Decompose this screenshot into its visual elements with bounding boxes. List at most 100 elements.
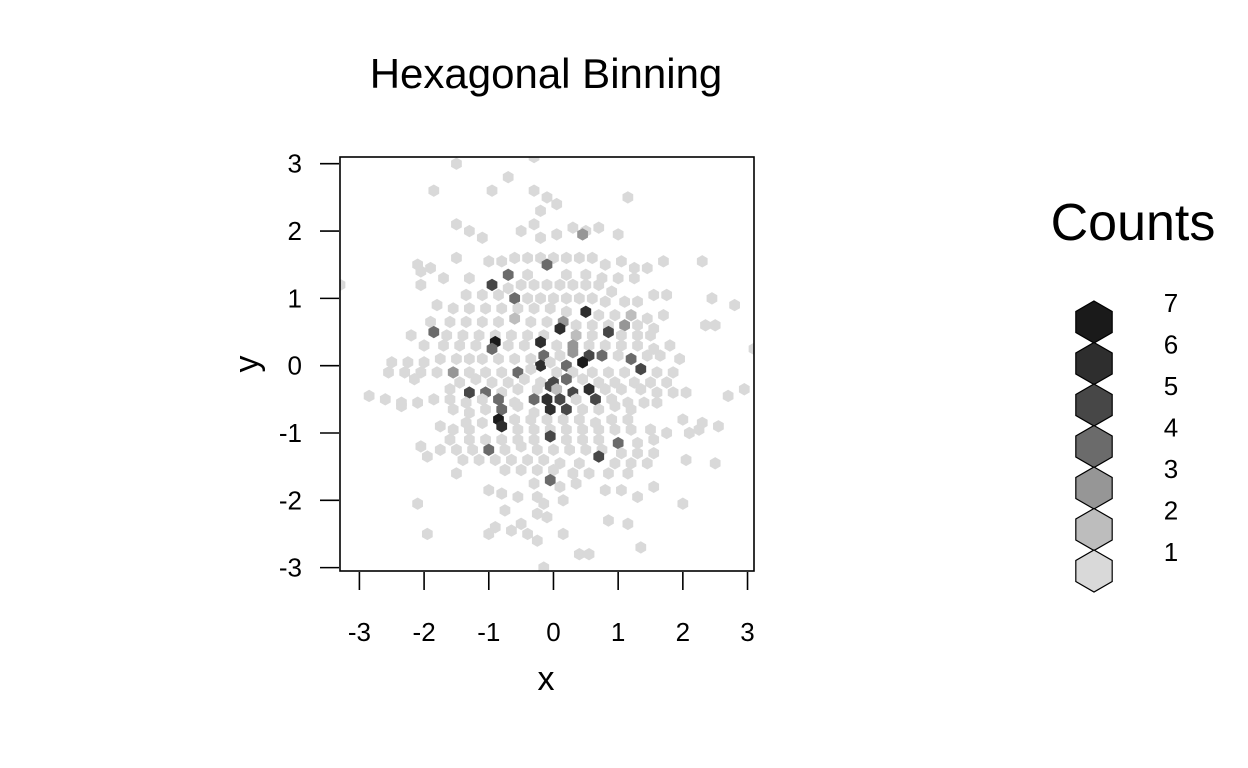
y-axis-title: y bbox=[228, 356, 266, 373]
hex-bin bbox=[363, 389, 375, 403]
hex-bin bbox=[460, 315, 472, 329]
hex-bin bbox=[561, 292, 572, 305]
hex-bin bbox=[564, 443, 576, 457]
hex-bin bbox=[658, 309, 669, 322]
hex-bin bbox=[434, 420, 446, 433]
hex-bin bbox=[632, 490, 643, 504]
hex-bin bbox=[496, 255, 508, 268]
hex-bin bbox=[580, 305, 592, 319]
hex-bin bbox=[522, 292, 533, 305]
hex-bin bbox=[496, 302, 508, 315]
hex-bin bbox=[677, 413, 689, 426]
hex-bin bbox=[551, 339, 563, 352]
hex-bin bbox=[502, 339, 514, 352]
hex-bin bbox=[622, 517, 634, 531]
hex-bin bbox=[544, 302, 556, 315]
hex-bin bbox=[619, 366, 630, 379]
hex-bin bbox=[700, 319, 711, 332]
hex-bin bbox=[535, 204, 546, 218]
legend-label: 4 bbox=[1164, 413, 1178, 443]
hex-bin bbox=[425, 261, 436, 275]
hex-bin bbox=[561, 268, 572, 281]
hex-bin bbox=[499, 504, 511, 517]
hex-bin bbox=[506, 524, 517, 537]
hex-bin bbox=[457, 453, 469, 467]
legend-swatch bbox=[1075, 507, 1113, 552]
hex-bin bbox=[567, 221, 579, 234]
hex-bin bbox=[570, 393, 582, 406]
hex-bin bbox=[583, 467, 595, 480]
hex-bin bbox=[538, 561, 550, 571]
hex-bin bbox=[531, 463, 543, 477]
hex-bin bbox=[632, 295, 643, 308]
hex-bin bbox=[548, 443, 559, 457]
hex-bin bbox=[612, 349, 624, 362]
hex-bin bbox=[489, 453, 501, 467]
hex-bin bbox=[528, 278, 540, 292]
hex-bin bbox=[557, 413, 569, 426]
hex-bin bbox=[444, 393, 456, 406]
hex-bin bbox=[444, 433, 456, 446]
hex-bin bbox=[515, 224, 527, 238]
hex-bin bbox=[577, 228, 588, 241]
hex-bin bbox=[483, 443, 495, 457]
hex-bin bbox=[561, 305, 572, 319]
hex-bin bbox=[561, 403, 572, 416]
hex-bin bbox=[561, 251, 572, 265]
hex-bin bbox=[447, 403, 459, 416]
hex-bin bbox=[402, 356, 414, 369]
x-tick-label: 0 bbox=[546, 617, 560, 647]
hex-bin bbox=[580, 268, 592, 281]
hex-bin bbox=[528, 477, 540, 490]
hex-bin bbox=[554, 480, 566, 494]
x-tick-label: -2 bbox=[413, 617, 436, 647]
hex-bin bbox=[612, 271, 624, 285]
hex-bin bbox=[464, 423, 475, 436]
hex-bin bbox=[464, 433, 475, 446]
hex-bin bbox=[596, 349, 608, 362]
hex-bin bbox=[661, 376, 673, 389]
hex-bin bbox=[447, 423, 459, 436]
hex-bin bbox=[583, 547, 595, 561]
hex-bin bbox=[502, 376, 514, 389]
hex-bin bbox=[512, 423, 524, 436]
hex-bin bbox=[496, 403, 508, 416]
hex-bin bbox=[415, 278, 427, 292]
hex-bin bbox=[651, 366, 663, 379]
hex-bin bbox=[486, 184, 498, 197]
hex-bin bbox=[444, 315, 456, 329]
legend-label: 3 bbox=[1164, 454, 1178, 484]
hex-bin bbox=[577, 372, 588, 386]
hex-bin bbox=[628, 261, 640, 275]
hex-bin bbox=[648, 433, 660, 446]
hex-bin bbox=[616, 447, 627, 460]
hex-bin bbox=[535, 335, 546, 349]
hex-bin bbox=[641, 457, 653, 470]
hex-bin bbox=[603, 514, 614, 527]
hex-bin bbox=[528, 184, 540, 197]
hex-bin bbox=[418, 339, 430, 352]
hex-bin bbox=[512, 490, 524, 504]
hex-bin bbox=[522, 527, 533, 541]
hex-bin bbox=[496, 433, 508, 446]
hex-bin bbox=[561, 433, 572, 446]
hex-bin bbox=[386, 356, 398, 369]
legend-label: 2 bbox=[1164, 496, 1178, 526]
hex-bin bbox=[412, 497, 423, 510]
hex-bin bbox=[635, 383, 647, 396]
hex-bin bbox=[541, 258, 553, 271]
hex-bin bbox=[493, 315, 504, 329]
hex-bin bbox=[434, 352, 446, 366]
hex-bin bbox=[641, 312, 653, 325]
hex-bin bbox=[415, 440, 427, 453]
hex-bin bbox=[619, 295, 630, 308]
hex-bin bbox=[535, 292, 546, 305]
hex-bin bbox=[518, 372, 530, 386]
hex-bin bbox=[460, 288, 472, 302]
hex-bin bbox=[567, 467, 579, 480]
hex-bin bbox=[561, 372, 572, 386]
hex-bin bbox=[493, 288, 504, 302]
legend-title: Counts bbox=[1051, 194, 1216, 252]
hex-bin bbox=[515, 517, 527, 531]
hex-bin bbox=[603, 366, 614, 379]
